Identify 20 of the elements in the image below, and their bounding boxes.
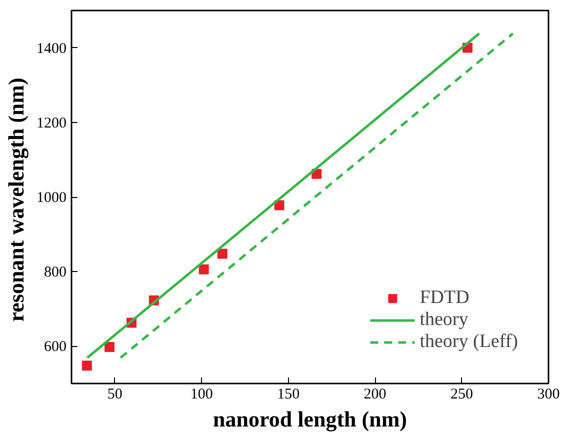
point: [104, 342, 114, 352]
x-tick-label: 250: [450, 386, 474, 402]
x-tick-label: 50: [107, 386, 122, 402]
y-tick-label: 600: [44, 339, 66, 356]
legend-label: theory (Leff): [420, 331, 518, 353]
y-tick-label: 800: [44, 264, 66, 281]
y-tick-label: 1400: [36, 40, 66, 57]
point: [82, 360, 92, 371]
y-axis-title: resonant wavelength (nm): [4, 78, 28, 322]
x-axis-title: nanorod length (nm): [213, 406, 407, 432]
y-tick-label: 1200: [36, 115, 66, 132]
x-tick-label: 300: [537, 386, 560, 402]
legend-label: FDTD: [420, 287, 470, 309]
x-tick-label: 150: [277, 386, 300, 402]
point: [217, 248, 228, 259]
legend-label: theory: [420, 309, 468, 331]
point: [198, 264, 209, 274]
x-tick-label: 100: [190, 386, 213, 402]
x-tick-label: 200: [364, 386, 386, 402]
y-tick-label: 1000: [36, 190, 66, 206]
